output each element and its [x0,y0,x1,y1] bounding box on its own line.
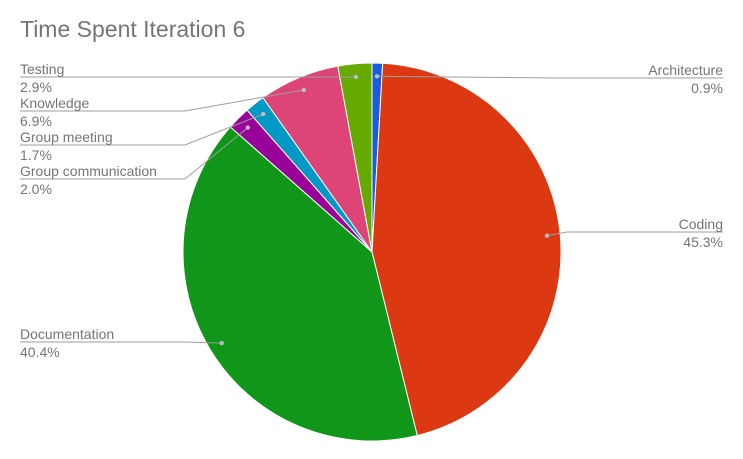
callout-dot-group-meeting [260,111,266,117]
callout-line-architecture [376,75,723,79]
callout-dot-coding [544,233,550,238]
pie-slice-testing [337,62,373,253]
callout-line-group-meeting [20,113,264,146]
callout-dot-testing [353,74,359,80]
slice-label-coding: Coding [679,216,723,232]
slice-value-architecture: 0.9% [691,80,723,96]
slice-value-coding: 45.3% [683,234,723,250]
pie-slices [182,62,562,442]
callout-line-knowledge [20,89,304,112]
callout-labels: Architecture 0.9% Coding 45.3% Documentation… [20,61,723,360]
slice-value-group-meeting: 1.7% [20,147,52,163]
slice-value-testing: 2.9% [20,79,52,95]
slice-label-documentation: Documentation [20,326,114,342]
callout-dot-knowledge [301,87,306,93]
callout-dot-group-communication [245,125,250,130]
callout-dot-documentation [219,340,224,346]
callout-dot-architecture [374,74,380,79]
slice-label-testing: Testing [20,61,64,77]
slice-value-group-communication: 2.0% [20,181,52,197]
callout-line-group-communication [20,127,249,180]
slice-label-knowledge: Knowledge [20,95,89,111]
slice-label-group-meeting: Group meeting [20,129,113,145]
callout-line-documentation [20,341,222,344]
pie-slice-documentation [182,126,418,442]
slice-value-documentation: 40.4% [20,344,60,360]
slice-label-group-communication: Group communication [20,163,157,179]
chart-title: Time Spent Iteration 6 [20,16,246,42]
slice-value-knowledge: 6.9% [20,113,52,129]
slice-label-architecture: Architecture [648,62,723,78]
pie-slice-coding [371,62,562,437]
callout-line-coding [546,231,723,237]
